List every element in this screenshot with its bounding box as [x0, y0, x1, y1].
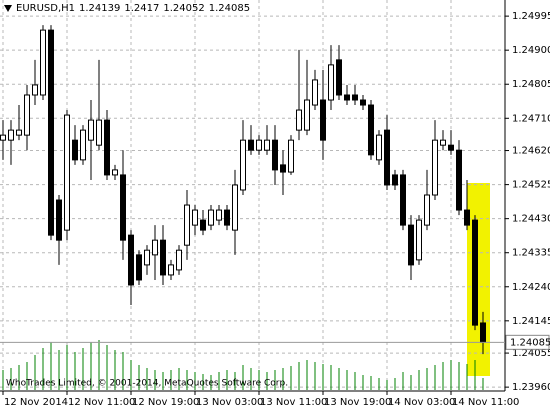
x-tick-label: 13 Nov 03:00 [196, 397, 263, 408]
header-icon [4, 4, 12, 12]
y-tick-label: 1.24620 [512, 146, 550, 157]
candle-body [392, 174, 398, 186]
candle-body [248, 139, 254, 151]
candle-body [360, 99, 366, 106]
candle-body [136, 254, 142, 281]
candle-body [192, 209, 198, 226]
candle-body [272, 139, 278, 171]
candle-body [456, 149, 462, 211]
candle-body [304, 99, 310, 131]
candle-body [400, 174, 406, 226]
candle-body [368, 104, 374, 156]
candle-body [120, 174, 126, 241]
candle-body [200, 219, 206, 231]
candle-body [296, 109, 302, 131]
candle-body [472, 219, 478, 326]
y-tick-label: 1.24240 [512, 282, 550, 293]
candle-body [152, 239, 158, 256]
copyright: WhoTrades Limited, © 2001-2014, MetaQuot… [6, 379, 288, 389]
candle-body [344, 94, 350, 101]
candle-body [80, 129, 86, 161]
header-high: 1.2417 [124, 3, 160, 14]
candle-body [416, 219, 422, 261]
candle-body [408, 224, 414, 266]
header-low: 1.24052 [163, 3, 205, 14]
x-tick-label: 12 Nov 19:00 [132, 397, 199, 408]
highlight-box [467, 183, 490, 376]
candle-body [328, 64, 334, 101]
candle-body [64, 114, 70, 231]
current-price-label: 1.24085 [510, 337, 550, 348]
candle-body [448, 144, 454, 151]
candle-body [424, 194, 430, 226]
candle-body [72, 139, 78, 161]
candle-body [40, 29, 46, 96]
current-price-box [505, 334, 550, 350]
candle-body [384, 129, 390, 186]
candle-body [264, 139, 270, 151]
candle-body [176, 249, 182, 271]
x-tick-label: 13 Nov 11:00 [260, 397, 327, 408]
candle-body [112, 169, 118, 176]
chart-header: EURUSD,H1 1.24139 1.2417 1.24052 1.24085 [4, 3, 250, 14]
candle-body [240, 139, 246, 191]
y-tick-label: 1.24430 [512, 214, 550, 225]
candle-body [440, 139, 446, 146]
candle-body [376, 134, 382, 161]
header-open: 1.24139 [79, 3, 121, 14]
candle-body [312, 79, 318, 106]
candle-body [168, 264, 174, 276]
candle-body [88, 119, 94, 141]
y-tick-label: 1.24710 [512, 113, 550, 124]
candle-body [256, 139, 262, 151]
candle-body [464, 209, 470, 226]
candle-body [352, 94, 358, 101]
candle-body [320, 99, 326, 141]
x-tick-label: 12 Nov 2014 [4, 397, 68, 408]
candle-body [0, 134, 6, 141]
chart-title: EURUSD,H1 [16, 3, 76, 14]
y-tick-label: 1.24335 [512, 248, 550, 259]
y-tick-label: 1.24055 [512, 348, 550, 359]
candle-body [216, 209, 222, 221]
candle-body [288, 139, 294, 173]
candle-body [144, 249, 150, 266]
candle-body [32, 84, 38, 96]
candle-body [336, 59, 342, 96]
candle-body [224, 209, 230, 226]
candle-body [160, 239, 166, 276]
x-tick-label: 14 Nov 11:00 [452, 397, 519, 408]
y-tick-label: 1.24145 [512, 316, 550, 327]
candle-body [96, 119, 102, 146]
x-tick-label: 13 Nov 19:00 [324, 397, 391, 408]
x-tick-label: 14 Nov 03:00 [388, 397, 455, 408]
candle-body [24, 94, 30, 136]
candle-body [280, 164, 286, 173]
candle-body [8, 129, 14, 141]
candle-body [56, 199, 62, 241]
candle-body [184, 204, 190, 246]
candle-body [16, 129, 22, 136]
candle-body [232, 184, 238, 231]
candle-body [128, 234, 134, 286]
header-close: 1.24085 [208, 3, 251, 14]
candle-body [48, 29, 54, 236]
y-tick-label: 1.24900 [512, 45, 550, 56]
candle-body [480, 322, 486, 343]
x-tick-label: 12 Nov 11:00 [68, 397, 135, 408]
candle-body [104, 119, 110, 176]
candle-body [208, 209, 214, 226]
candle-body [432, 139, 438, 196]
y-tick-label: 1.23960 [512, 382, 550, 393]
y-tick-label: 1.24995 [512, 11, 550, 22]
y-tick-label: 1.24805 [512, 79, 550, 90]
y-tick-label: 1.24525 [512, 180, 550, 191]
